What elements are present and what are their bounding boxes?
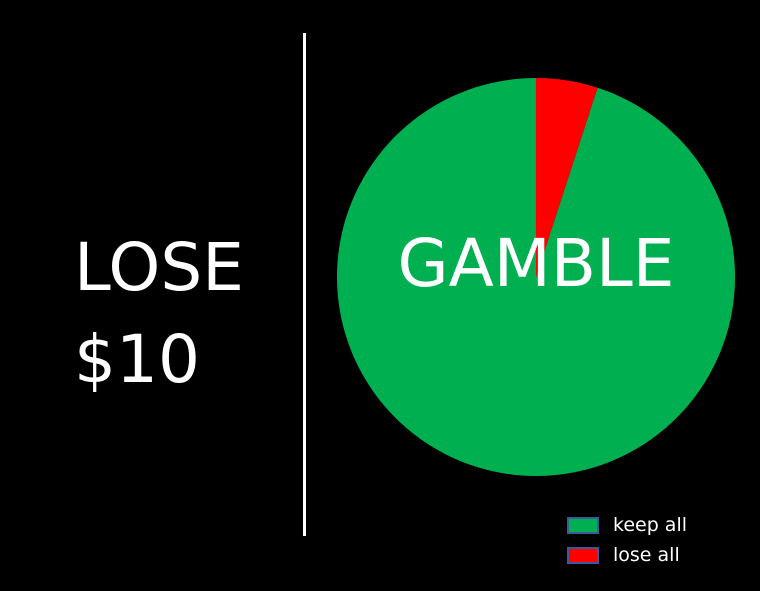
sure-option: LOSE $10 [74,222,244,406]
legend-item-lose-all: lose all [567,540,687,570]
pie-slice-keep-all [336,78,735,476]
legend-label: keep all [613,514,688,536]
chart-legend: keep all lose all [567,510,687,570]
legend-label: lose all [613,544,680,566]
legend-item-keep-all: keep all [567,510,687,540]
option-divider [303,33,306,536]
sure-option-amount: $10 [74,321,200,398]
pie-slice-lose-all [536,78,598,277]
sure-option-action: LOSE [74,229,244,306]
legend-swatch [567,516,599,534]
legend-swatch [567,546,599,564]
